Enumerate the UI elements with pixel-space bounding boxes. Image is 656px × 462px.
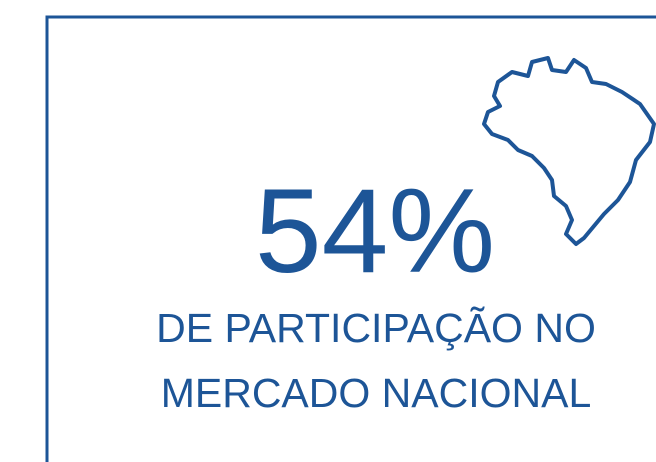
stat-label-line: MERCADO NACIONAL	[161, 370, 592, 416]
stat-label-line: DE PARTICIPAÇÃO NO	[156, 305, 596, 351]
stat-value: 54%	[255, 164, 495, 298]
brazil-outline	[482, 56, 656, 246]
card-border	[45, 15, 656, 462]
